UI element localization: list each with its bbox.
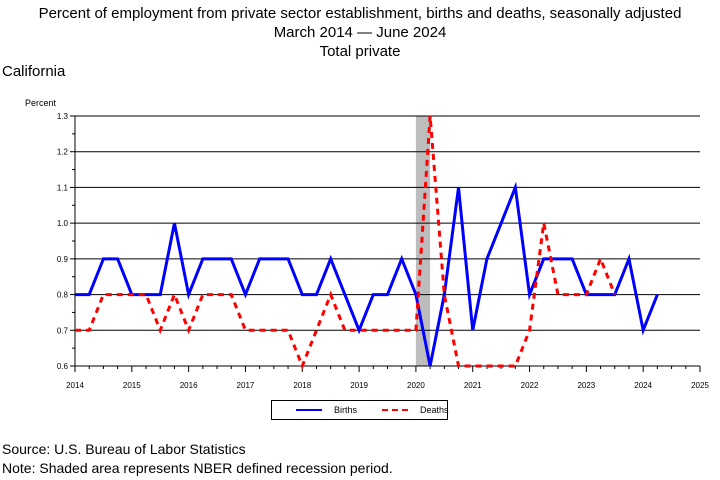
x-tick-label: 2022 [521, 381, 539, 390]
x-tick-label: 2025 [691, 381, 709, 390]
x-tick-label: 2020 [407, 381, 425, 390]
x-tick-label: 2017 [237, 381, 255, 390]
x-tick-label: 2018 [293, 381, 311, 390]
y-axis-label: Percent [25, 98, 57, 108]
source-note: Source: U.S. Bureau of Labor Statistics [2, 441, 246, 457]
x-tick-label: 2015 [123, 381, 141, 390]
y-tick-label: 0.7 [57, 326, 69, 335]
recession-note: Note: Shaded area represents NBER define… [2, 460, 393, 476]
legend-item-deaths: Deaths [382, 401, 449, 419]
legend-label-deaths: Deaths [420, 405, 449, 415]
legend-label-births: Births [334, 405, 358, 415]
chart-date-range: March 2014 — June 2024 [273, 24, 447, 41]
series-line-deaths [75, 115, 617, 371]
legend-item-births: Births [296, 401, 357, 419]
chart-legend: Births Deaths [271, 400, 449, 420]
chart-title: Percent of employment from private secto… [38, 5, 682, 22]
x-tick-label: 2021 [464, 381, 482, 390]
y-tick-label: 0.6 [57, 362, 69, 371]
y-tick-label: 0.9 [57, 255, 69, 264]
x-tick-label: 2014 [66, 381, 84, 390]
legend-swatch-births [296, 409, 322, 411]
x-tick-label: 2016 [180, 381, 198, 390]
y-tick-label: 1.1 [57, 183, 69, 192]
y-tick-label: 1.0 [57, 219, 69, 228]
legend-swatch-deaths [382, 409, 408, 411]
y-tick-label: 1.2 [57, 148, 69, 157]
x-tick-label: 2024 [634, 381, 652, 390]
x-tick-label: 2023 [577, 381, 595, 390]
region-label: California [2, 63, 66, 80]
series-line-births [75, 181, 659, 367]
x-tick-label: 2019 [350, 381, 368, 390]
y-tick-label: 1.3 [57, 112, 69, 121]
y-tick-label: 0.8 [57, 291, 69, 300]
chart-subtitle: Total private [319, 43, 401, 60]
